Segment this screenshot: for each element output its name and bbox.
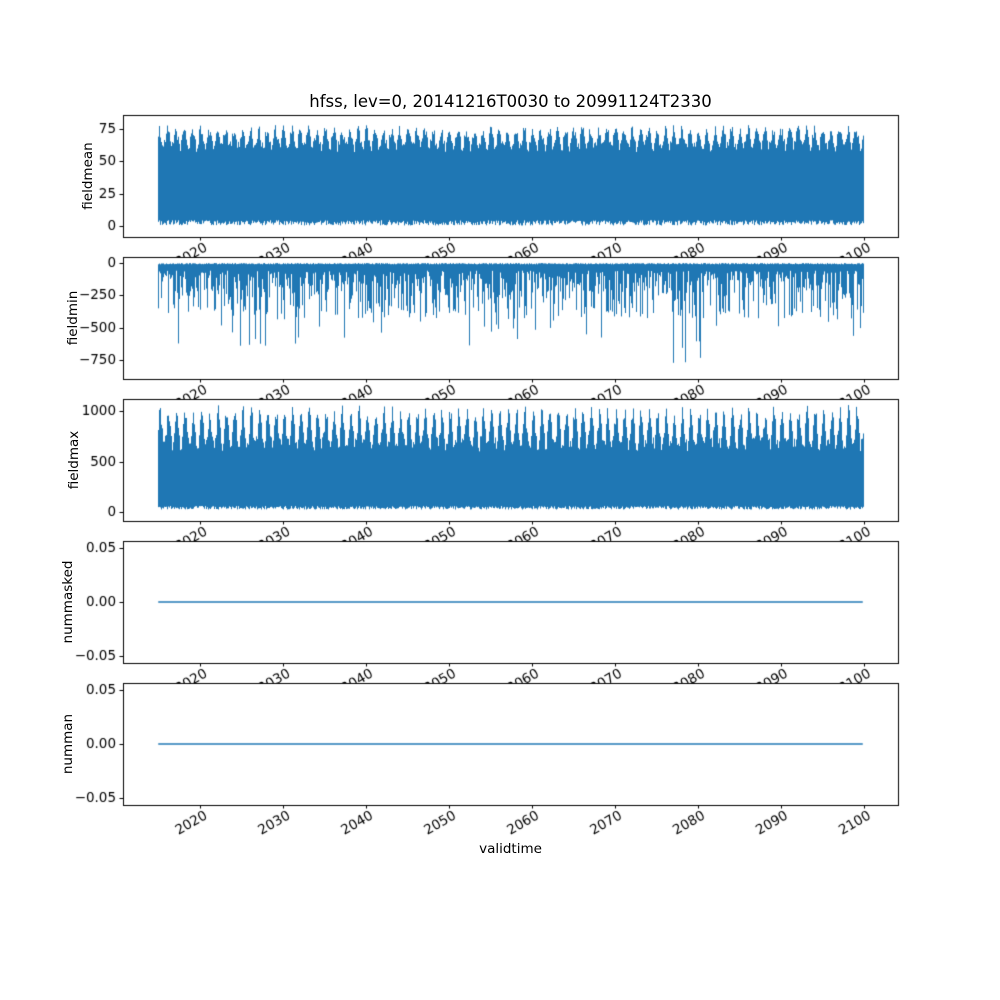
figure-title: hfss, lev=0, 20141216T0030 to 20991124T2… (309, 92, 712, 111)
y-axis-label-nummasked: nummasked (60, 560, 76, 644)
y-axis-label-fieldmean: fieldmean (80, 142, 96, 210)
y-axis-label-fieldmin: fieldmin (65, 290, 81, 346)
y-axis-label-fieldmax: fieldmax (66, 430, 82, 490)
y-axis-label-numman: numman (60, 713, 76, 775)
x-axis-label: validtime (479, 841, 542, 857)
